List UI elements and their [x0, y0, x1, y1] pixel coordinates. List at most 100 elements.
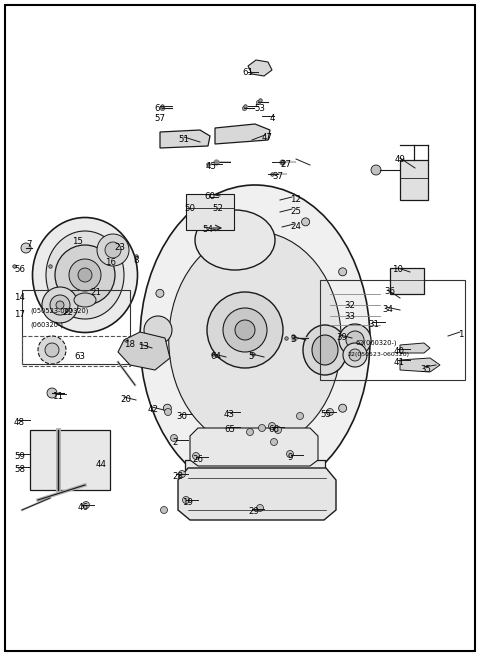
Circle shape: [83, 501, 89, 508]
Bar: [390, 268, 424, 294]
Text: (050523-060320): (050523-060320): [30, 308, 88, 314]
Circle shape: [247, 428, 253, 436]
Text: 16: 16: [105, 258, 116, 267]
Circle shape: [21, 243, 31, 253]
Text: 41: 41: [394, 358, 405, 367]
Text: 17: 17: [14, 310, 25, 319]
Text: 19: 19: [182, 498, 193, 507]
Text: 57: 57: [154, 114, 165, 123]
Text: 9: 9: [287, 453, 292, 462]
Circle shape: [371, 165, 381, 175]
Circle shape: [268, 422, 276, 430]
Circle shape: [69, 259, 101, 291]
Circle shape: [201, 454, 208, 462]
Text: 24: 24: [290, 222, 301, 231]
Text: 28: 28: [172, 472, 183, 481]
Bar: [400, 160, 428, 200]
Text: 64: 64: [210, 352, 221, 361]
Circle shape: [339, 268, 347, 276]
Text: 62(060320-): 62(060320-): [356, 340, 397, 346]
Text: 10: 10: [392, 265, 403, 274]
Circle shape: [259, 424, 265, 432]
Circle shape: [182, 497, 190, 504]
Circle shape: [256, 504, 264, 512]
Polygon shape: [118, 332, 170, 370]
Text: 25: 25: [290, 207, 301, 216]
Circle shape: [192, 453, 200, 459]
Text: 8: 8: [133, 256, 139, 265]
Text: 49: 49: [395, 155, 406, 164]
Ellipse shape: [33, 218, 137, 333]
Text: 6: 6: [154, 104, 159, 113]
Ellipse shape: [46, 231, 124, 319]
Text: 29: 29: [248, 507, 259, 516]
Text: 33: 33: [344, 312, 355, 321]
Circle shape: [343, 343, 367, 367]
Ellipse shape: [312, 335, 338, 365]
Text: 2: 2: [172, 438, 178, 447]
Circle shape: [38, 336, 66, 364]
Circle shape: [339, 324, 371, 356]
Circle shape: [271, 438, 277, 445]
Circle shape: [45, 343, 59, 357]
Circle shape: [179, 470, 185, 478]
Circle shape: [47, 388, 57, 398]
Text: 53: 53: [254, 104, 265, 113]
Text: 39: 39: [336, 333, 347, 342]
Text: 58: 58: [14, 465, 25, 474]
Text: 18: 18: [124, 340, 135, 349]
Text: 3: 3: [290, 335, 296, 344]
Circle shape: [339, 404, 347, 412]
Text: 61: 61: [242, 68, 253, 77]
Text: 56: 56: [14, 265, 25, 274]
Ellipse shape: [169, 232, 341, 449]
Text: 63: 63: [74, 352, 85, 361]
Polygon shape: [215, 124, 270, 144]
Circle shape: [297, 413, 303, 419]
Text: 37: 37: [272, 172, 283, 181]
Circle shape: [163, 404, 171, 412]
Circle shape: [156, 289, 164, 297]
Text: 35: 35: [420, 365, 431, 374]
Text: 40: 40: [394, 347, 405, 356]
Text: 48: 48: [14, 418, 25, 427]
Text: 34: 34: [382, 305, 393, 314]
Bar: [22, 290, 130, 364]
Circle shape: [105, 242, 121, 258]
Text: 65: 65: [224, 425, 235, 434]
Text: 59: 59: [14, 452, 25, 461]
Circle shape: [301, 454, 310, 462]
Circle shape: [160, 506, 168, 514]
Polygon shape: [190, 428, 318, 466]
Text: 44: 44: [96, 460, 107, 469]
Text: 1: 1: [458, 330, 464, 339]
Text: 51: 51: [178, 135, 189, 144]
Circle shape: [170, 434, 178, 441]
Bar: [30, 430, 110, 490]
Bar: [320, 280, 465, 380]
Circle shape: [349, 349, 361, 361]
Text: 22(050523-060320): 22(050523-060320): [348, 352, 410, 357]
Text: 45: 45: [206, 162, 217, 171]
Text: 32: 32: [344, 301, 355, 310]
Text: 42: 42: [148, 405, 159, 414]
Text: 43: 43: [224, 410, 235, 419]
Ellipse shape: [303, 325, 347, 375]
Text: 7: 7: [26, 240, 32, 249]
Circle shape: [42, 287, 78, 323]
Text: 55: 55: [320, 410, 331, 419]
Text: 50: 50: [184, 204, 195, 213]
Circle shape: [207, 292, 283, 368]
Ellipse shape: [74, 293, 96, 307]
Text: 23: 23: [114, 243, 125, 252]
Ellipse shape: [140, 185, 370, 495]
Text: 52: 52: [212, 204, 223, 213]
Circle shape: [301, 218, 310, 226]
Circle shape: [275, 426, 281, 434]
Text: 13: 13: [138, 342, 149, 351]
Bar: [22, 336, 130, 366]
Text: 20: 20: [120, 395, 131, 404]
Text: 14: 14: [14, 293, 25, 302]
Circle shape: [97, 234, 129, 266]
Text: 66: 66: [268, 425, 279, 434]
